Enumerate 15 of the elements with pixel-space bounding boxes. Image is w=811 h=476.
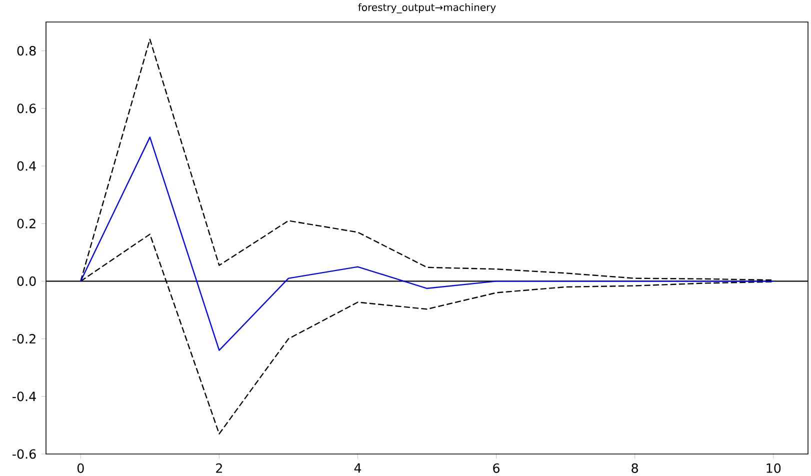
- x-tick-label: 4: [354, 463, 362, 473]
- x-tick-label: 8: [632, 463, 638, 473]
- x-tick-label: 10: [766, 463, 781, 473]
- y-tick-label: -0.6: [12, 449, 36, 459]
- y-tick-label: -0.2: [12, 334, 36, 344]
- chart-title: forestry_output→machinery: [358, 3, 496, 14]
- x-tick-label: 6: [493, 463, 500, 473]
- y-tick-label: -0.4: [12, 392, 36, 402]
- y-tick-label: 0.6: [17, 104, 36, 114]
- y-tick-label: 0.4: [17, 161, 36, 171]
- x-tick-label: 0: [77, 463, 84, 473]
- x-tick-label: 2: [216, 463, 222, 473]
- y-tick-label: 0.0: [17, 276, 36, 286]
- y-tick-label: 0.2: [17, 218, 36, 228]
- y-tick-label: 0.8: [17, 46, 36, 56]
